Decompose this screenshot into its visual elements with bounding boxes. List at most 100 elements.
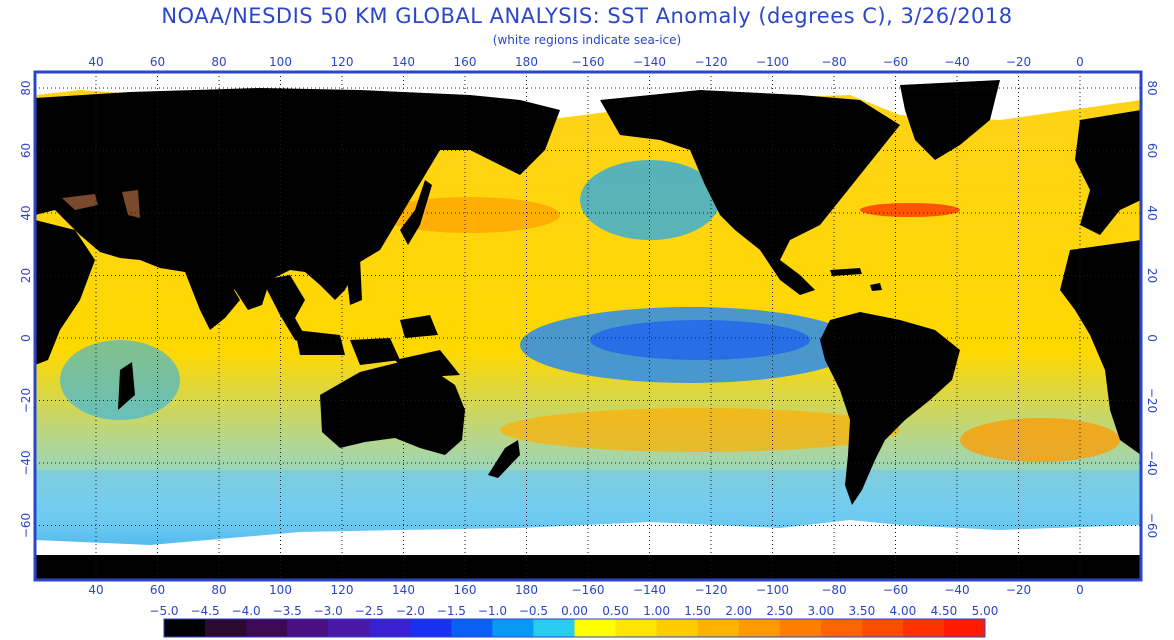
left-latitude-label: 60 — [19, 143, 33, 158]
equatorial-pacific-cold-core — [590, 320, 810, 360]
bottom-longitude-label: 160 — [454, 583, 477, 597]
indonesia-islands — [295, 315, 460, 378]
bottom-longitude-label: 180 — [515, 583, 538, 597]
bottom-longitude-label: 140 — [392, 583, 415, 597]
colorbar-tick-label: −3.5 — [273, 604, 302, 618]
colorbar-swatch — [943, 619, 986, 637]
right-latitude-label: −60 — [1145, 513, 1159, 538]
map-subtitle: (white regions indicate sea-ice) — [492, 33, 682, 47]
colorbar-swatch — [164, 619, 206, 637]
colorbar-swatch — [861, 619, 904, 637]
bottom-longitude-label: 120 — [331, 583, 354, 597]
colorbar-tick-label: −2.0 — [396, 604, 425, 618]
colorbar-swatch — [369, 619, 411, 637]
new-zealand — [488, 440, 520, 478]
graticule-grid — [35, 72, 1141, 580]
left-latitude-label: −40 — [19, 450, 33, 475]
africa-east-coast — [35, 220, 95, 365]
europe-scandinavia — [1075, 110, 1141, 235]
colorbar-swatch — [492, 619, 534, 637]
bottom-longitude-label: −80 — [821, 583, 846, 597]
top-longitude-label: −40 — [944, 55, 969, 69]
top-longitude-label: 160 — [454, 55, 477, 69]
top-longitude-label: 120 — [331, 55, 354, 69]
colorbar-swatch — [738, 619, 781, 637]
caribbean-islands — [830, 268, 882, 291]
australia — [320, 362, 465, 455]
right-latitude-label: 80 — [1145, 80, 1159, 95]
colorbar-swatch — [246, 619, 288, 637]
map-frame — [33, 70, 1143, 582]
colorbar-tick-label: 3.00 — [807, 604, 834, 618]
left-latitude-label: 0 — [19, 334, 33, 342]
colorbar-tick-label: −0.5 — [519, 604, 548, 618]
colorbar-border — [163, 618, 986, 638]
colorbar-tick-label: −3.0 — [314, 604, 343, 618]
top-longitude-label: −120 — [695, 55, 728, 69]
left-latitude-label: −60 — [19, 513, 33, 538]
colorbar-tick-label: −4.5 — [190, 604, 219, 618]
colorbar-swatch — [656, 619, 699, 637]
colorbar-tick-label: 1.00 — [643, 604, 670, 618]
south-pacific-warm-band — [500, 408, 900, 452]
colorbar-swatch — [451, 619, 493, 637]
colorbar-tick-label: 2.00 — [725, 604, 752, 618]
left-latitude-label: 80 — [19, 80, 33, 95]
south-atlantic-warm-patch — [960, 418, 1120, 462]
colorbar-tick-label: 5.00 — [972, 604, 999, 618]
madagascar — [118, 362, 135, 410]
top-longitude-label: −140 — [633, 55, 666, 69]
right-latitude-label: 20 — [1145, 268, 1159, 283]
left-latitude-label: 40 — [19, 205, 33, 220]
top-longitude-label: 140 — [392, 55, 415, 69]
asia-landmass — [35, 88, 560, 310]
north-america — [600, 90, 900, 295]
map-title: NOAA/NESDIS 50 KM GLOBAL ANALYSIS: SST A… — [161, 4, 1013, 28]
colorbar-swatch — [410, 619, 452, 637]
caspian-sea-area — [62, 194, 98, 210]
bottom-longitude-label: 0 — [1076, 583, 1084, 597]
bottom-longitude-label: 40 — [88, 583, 103, 597]
antarctica-land — [35, 555, 1141, 580]
colorbar-tick-label: 1.50 — [684, 604, 711, 618]
left-latitude-label: 20 — [19, 268, 33, 283]
top-longitude-label: 180 — [515, 55, 538, 69]
colorbar-swatch — [574, 619, 617, 637]
top-longitude-label: 40 — [88, 55, 103, 69]
bottom-longitude-label: −40 — [944, 583, 969, 597]
colorbar-swatch — [902, 619, 945, 637]
colorbar-swatch — [533, 619, 575, 637]
top-longitude-label: 0 — [1076, 55, 1084, 69]
top-longitude-label: 60 — [150, 55, 165, 69]
bottom-longitude-label: 60 — [150, 583, 165, 597]
colorbar-tick-label: −1.0 — [478, 604, 507, 618]
colorbar-swatch — [697, 619, 740, 637]
colorbar-swatch — [205, 619, 247, 637]
aral-sea-area — [122, 190, 140, 218]
land-masses — [35, 80, 1141, 505]
philippine-islands — [345, 258, 362, 305]
right-latitude-label: 0 — [1145, 334, 1159, 342]
right-latitude-label: −20 — [1145, 388, 1159, 413]
left-latitude-label: −20 — [19, 388, 33, 413]
indochina-peninsula — [262, 275, 310, 345]
top-longitude-label: −80 — [821, 55, 846, 69]
south-america — [820, 312, 960, 505]
colorbar-tick-label: 4.50 — [931, 604, 958, 618]
top-longitude-label: 80 — [211, 55, 226, 69]
colorbar: −5.0 −4.5 −4.0 −3.5 −3.0 −2.5 −2.0 −1.5 −1.0 −0.5… — [149, 604, 999, 638]
bottom-longitude-label: 100 — [269, 583, 292, 597]
top-longitude-label: −160 — [572, 55, 605, 69]
bottom-longitude-label: −20 — [1006, 583, 1031, 597]
top-longitude-label: −20 — [1006, 55, 1031, 69]
colorbar-tick-label: 2.50 — [766, 604, 793, 618]
indian-subcontinent — [185, 272, 240, 330]
top-longitude-label: −60 — [883, 55, 908, 69]
right-latitude-label: 40 — [1145, 205, 1159, 220]
colorbar-tick-label: 3.50 — [848, 604, 875, 618]
colorbar-tick-label: −5.0 — [149, 604, 178, 618]
bottom-longitude-label: −100 — [756, 583, 789, 597]
colorbar-tick-label: −1.5 — [437, 604, 466, 618]
gulf-stream-warm-streak — [860, 203, 960, 217]
colorbar-swatch — [615, 619, 658, 637]
